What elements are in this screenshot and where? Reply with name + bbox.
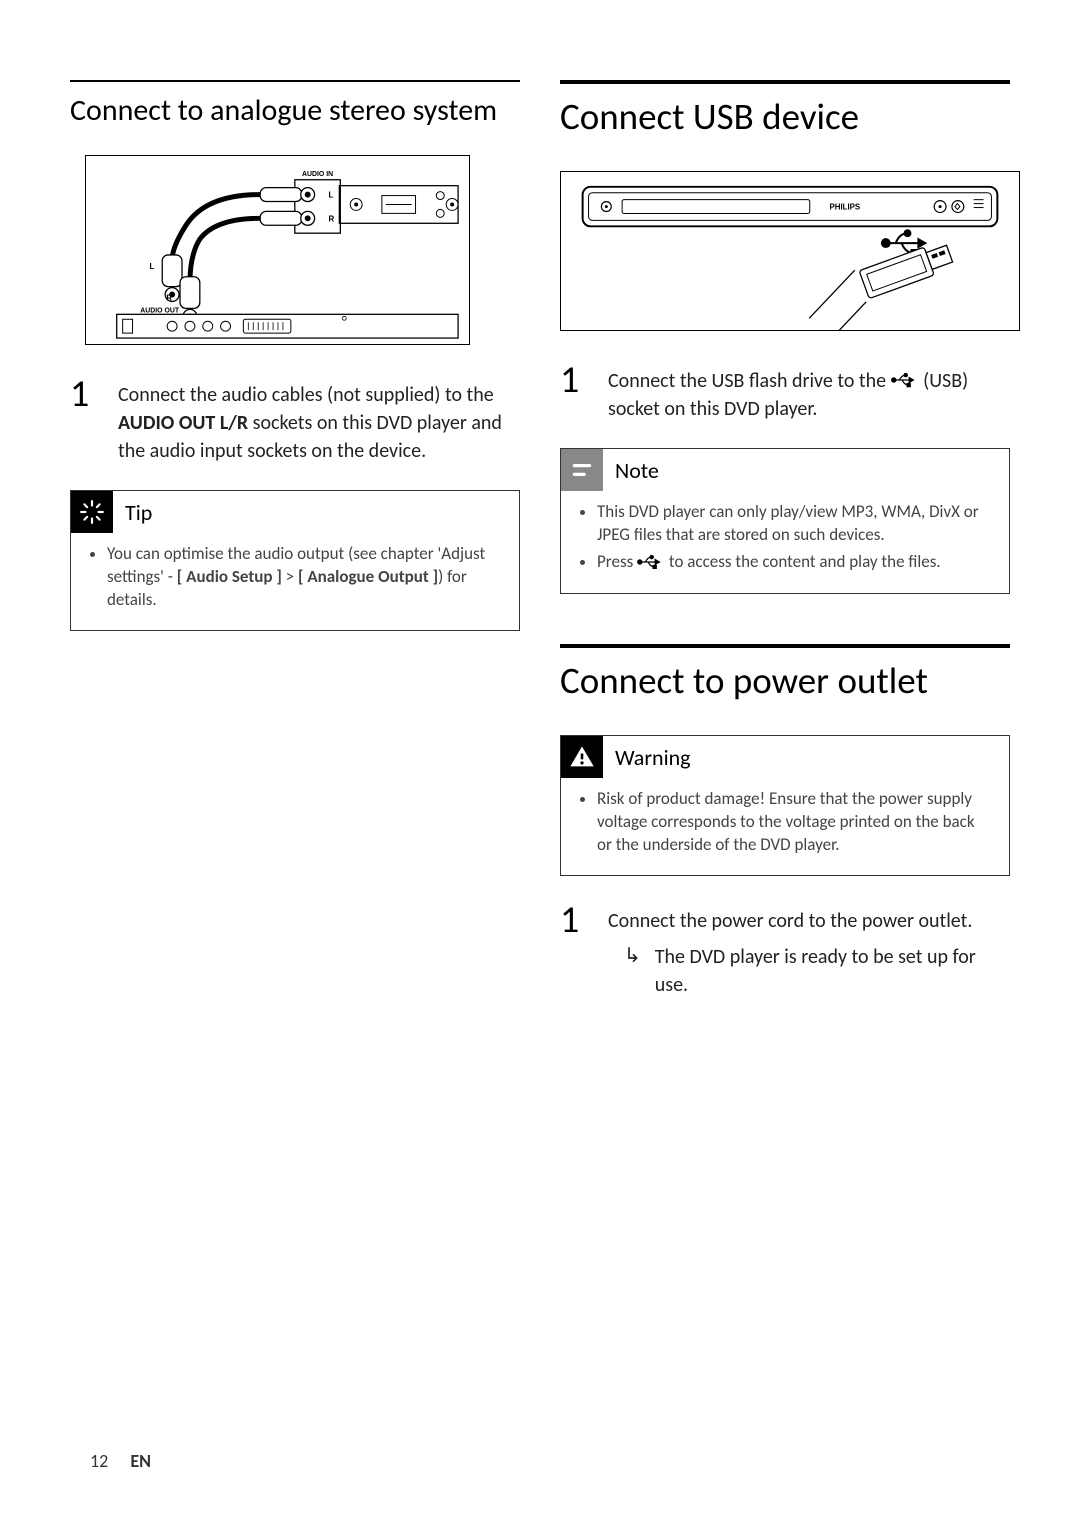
arrow-icon: ↳ — [624, 943, 641, 999]
diagram-analogue-stereo: AUDIO IN L R L R AUDIO OUT — [85, 155, 470, 345]
step-text: Connect the USB flash drive to the (USB)… — [608, 361, 1010, 423]
warning-callout: Warning Risk of product damage! Ensure t… — [560, 735, 1010, 876]
tip-icon — [71, 491, 113, 533]
step-1-usb: 1 Connect the USB flash drive to the (US… — [560, 361, 1010, 423]
warning-title: Warning — [615, 744, 691, 771]
warning-icon — [561, 736, 603, 778]
section-title-analogue: Connect to analogue stereo system — [70, 80, 520, 135]
note-item: Press to access the content and play the… — [597, 551, 991, 575]
page-number: 12 — [90, 1450, 108, 1472]
tip-title: Tip — [125, 499, 152, 526]
label-audio-in: AUDIO IN — [302, 171, 333, 178]
diagram-usb: PHILIPS — [560, 171, 1020, 331]
page-footer: 12 EN — [90, 1450, 151, 1472]
page-lang: EN — [130, 1450, 151, 1472]
label-r-player: R — [166, 293, 172, 302]
warning-body: Risk of product damage! Ensure that the … — [561, 778, 1009, 875]
usb-inline-icon — [637, 552, 665, 574]
note-icon — [561, 449, 603, 491]
step-text: Connect the power cord to the power outl… — [608, 901, 1010, 999]
note-callout: Note This DVD player can only play/view … — [560, 448, 1010, 594]
right-column: Connect USB device PHILIPS — [560, 80, 1010, 1017]
step-1-power: 1 Connect the power cord to the power ou… — [560, 901, 1010, 999]
note-header: Note — [561, 449, 1009, 491]
label-l-amp: L — [328, 191, 333, 200]
note-title: Note — [615, 457, 659, 484]
note-item: This DVD player can only play/view MP3, … — [597, 501, 991, 547]
tip-callout: Tip You can optimise the audio output (s… — [70, 490, 520, 631]
usb-inline-icon — [891, 371, 919, 393]
step-number: 1 — [70, 375, 96, 465]
tip-header: Tip — [71, 491, 519, 533]
section-title-usb: Connect USB device — [560, 80, 1010, 145]
note-body: This DVD player can only play/view MP3, … — [561, 491, 1009, 593]
warning-item: Risk of product damage! Ensure that the … — [597, 788, 991, 857]
step-number: 1 — [560, 361, 586, 423]
step-number: 1 — [560, 901, 586, 999]
left-column: Connect to analogue stereo system AUDIO … — [70, 80, 520, 1017]
warning-header: Warning — [561, 736, 1009, 778]
label-r-amp: R — [328, 214, 334, 223]
step-1-analogue: 1 Connect the audio cables (not supplied… — [70, 375, 520, 465]
sub-step: ↳ The DVD player is ready to be set up f… — [608, 943, 1010, 999]
section-title-power: Connect to power outlet — [560, 644, 1010, 709]
brand-label: PHILIPS — [830, 203, 861, 212]
label-l-player: L — [149, 262, 154, 271]
tip-body: You can optimise the audio output (see c… — [71, 533, 519, 630]
label-audio-out: AUDIO OUT — [140, 307, 180, 314]
step-text: Connect the audio cables (not supplied) … — [118, 375, 520, 465]
